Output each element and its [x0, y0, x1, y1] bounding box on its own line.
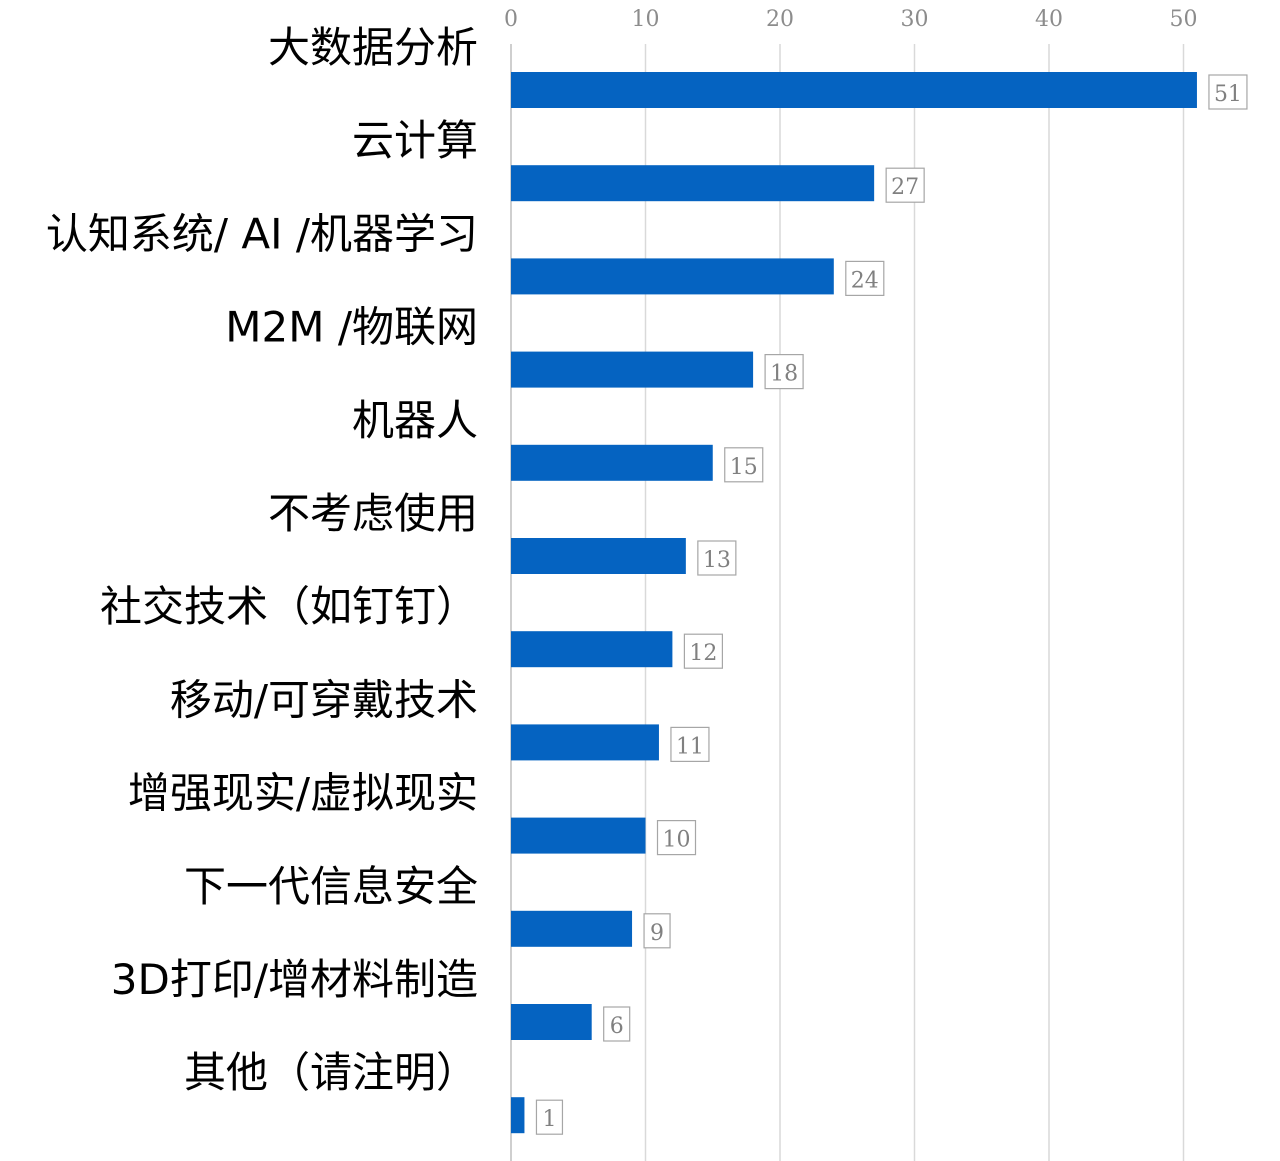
x-tick-label: 40 — [1035, 7, 1063, 32]
bar — [511, 1097, 525, 1134]
bar — [511, 165, 875, 202]
bar — [511, 258, 834, 295]
category-label: 社交技术（如钉钉） — [100, 582, 478, 631]
category-label: 增强现实/虚拟现实 — [128, 769, 478, 818]
data-label-box — [535, 1099, 564, 1135]
data-label: 13 — [703, 548, 731, 573]
bars — [511, 72, 1197, 1134]
category-label: 3D打印/增材料制造 — [111, 955, 478, 1004]
bar — [511, 631, 673, 668]
bar — [511, 910, 633, 947]
x-axis-ticks: 0 10 20 30 40 50 — [504, 7, 1198, 32]
data-label: 51 — [1214, 82, 1242, 107]
category-label: 大数据分析 — [268, 23, 478, 72]
x-tick-label: 20 — [766, 7, 794, 32]
data-label: 9 — [650, 921, 664, 946]
data-label-box — [683, 633, 724, 669]
data-label-box — [764, 354, 804, 390]
data-label: 1 — [542, 1107, 556, 1132]
category-label: 认知系统/ AI /机器学习 — [46, 209, 478, 258]
data-label-box — [656, 819, 697, 856]
bar — [511, 1004, 592, 1040]
data-label-box — [724, 447, 764, 483]
category-label: 不考虑使用 — [268, 489, 478, 538]
x-tick-label: 50 — [1170, 7, 1198, 32]
data-label-box — [603, 1006, 631, 1042]
bar — [511, 538, 686, 574]
data-labels: 51 27 24 18 15 13 12 11 10 9 6 1 — [535, 74, 1248, 1135]
data-label: 18 — [770, 362, 798, 387]
bar — [511, 817, 646, 854]
bar — [511, 351, 754, 388]
category-label: 移动/可穿戴技术 — [170, 675, 478, 724]
gridlines — [510, 44, 1185, 1161]
bar — [511, 72, 1197, 108]
category-label: 其他（请注明） — [184, 1048, 478, 1097]
data-label: 6 — [610, 1014, 624, 1039]
data-label: 24 — [851, 268, 879, 293]
data-label-box — [885, 167, 925, 203]
category-label: 机器人 — [352, 396, 478, 445]
category-label: M2M /物联网 — [225, 303, 478, 352]
data-label: 27 — [891, 175, 919, 200]
data-label: 10 — [663, 828, 691, 853]
bar — [511, 444, 713, 481]
data-label-box — [697, 540, 737, 576]
x-tick-label: 30 — [901, 7, 929, 32]
data-label: 11 — [676, 734, 704, 759]
data-label-box — [643, 913, 671, 949]
bar — [511, 724, 659, 761]
data-label: 15 — [730, 455, 758, 480]
data-label-box — [670, 726, 710, 763]
data-label: 12 — [689, 641, 717, 666]
category-label: 云计算 — [352, 116, 478, 165]
data-label-box — [1208, 74, 1248, 110]
x-tick-label: 0 — [504, 7, 518, 32]
category-label: 下一代信息安全 — [184, 862, 478, 911]
data-label-box — [845, 260, 885, 296]
x-tick-label: 10 — [632, 7, 660, 32]
